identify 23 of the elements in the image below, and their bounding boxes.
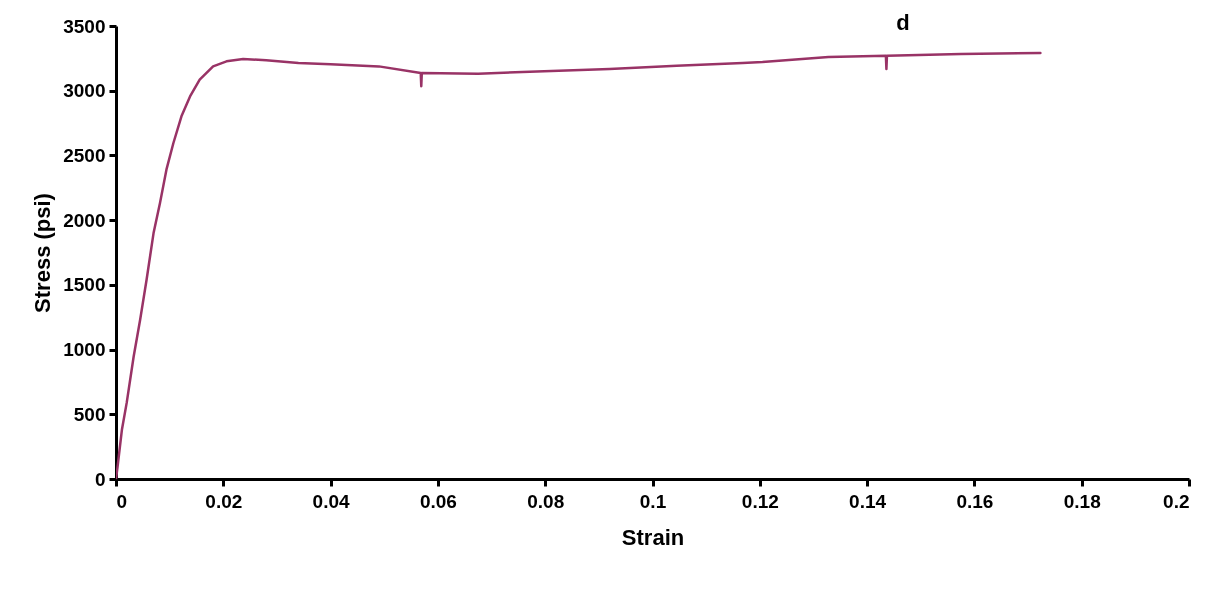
y-tick-label: 1500 (63, 274, 106, 296)
y-tick-label: 0 (94, 468, 106, 490)
annotation: d (896, 10, 910, 35)
y-axis-title: Stress (psi) (30, 193, 56, 313)
x-tick-label: 0.06 (419, 490, 457, 512)
line-series (116, 51, 1042, 479)
x-tick-label: 0.16 (956, 490, 994, 512)
y-tick-label: 3000 (63, 80, 106, 102)
y-tick-label: 2500 (63, 144, 106, 166)
y-tick-label: 2000 (63, 209, 106, 231)
x-tick-label: 0.12 (741, 490, 779, 512)
x-axis-title: Strain (621, 524, 685, 550)
y-tick-label: 1000 (63, 339, 106, 361)
x-tick-label: 0.14 (849, 490, 887, 512)
x-tick-label: 0.1 (639, 490, 667, 512)
x-tick-label: 0.04 (312, 490, 351, 512)
x-tick-label: 0.08 (527, 490, 565, 512)
x-tick-label: 0.2 (1163, 490, 1190, 512)
x-tick-label: 0.02 (205, 490, 243, 512)
y-tick-label: 3500 (63, 15, 106, 37)
x-tick-label: 0.18 (1063, 490, 1101, 512)
y-tick-label: 500 (73, 403, 106, 425)
x-tick-label: 0 (116, 490, 128, 512)
